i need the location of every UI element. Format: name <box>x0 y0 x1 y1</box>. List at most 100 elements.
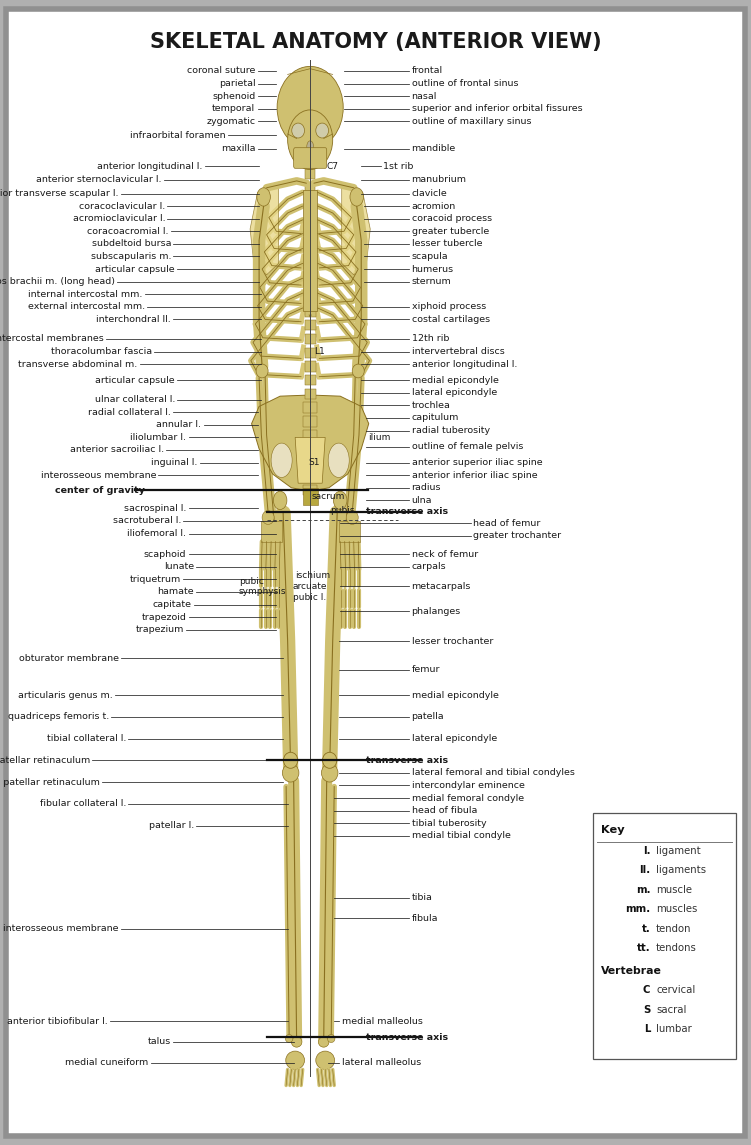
Text: biceps brachii m. (long head): biceps brachii m. (long head) <box>0 277 115 286</box>
Text: transverse axis: transverse axis <box>366 756 448 765</box>
Text: articular capsule: articular capsule <box>95 376 175 385</box>
Text: costal cartilages: costal cartilages <box>412 315 490 324</box>
Text: anterior longitudinal l.: anterior longitudinal l. <box>98 161 203 171</box>
Text: medial epicondyle: medial epicondyle <box>412 376 499 385</box>
Ellipse shape <box>315 123 329 137</box>
Text: tendon: tendon <box>656 924 692 933</box>
Text: articularis genus m.: articularis genus m. <box>18 690 113 700</box>
Text: tibia: tibia <box>412 893 433 902</box>
Text: iliofemoral l.: iliofemoral l. <box>127 529 186 538</box>
Text: sacrospinal l.: sacrospinal l. <box>124 504 186 513</box>
Polygon shape <box>342 183 370 275</box>
Bar <box>305 197 315 206</box>
Text: thoracolumbar fascia: thoracolumbar fascia <box>50 347 152 356</box>
Ellipse shape <box>288 110 333 169</box>
Text: ll.: ll. <box>639 866 650 875</box>
Bar <box>305 319 315 330</box>
Text: manubrium: manubrium <box>412 175 466 184</box>
Text: lesser trochanter: lesser trochanter <box>412 637 493 646</box>
Text: tibial collateral l.: tibial collateral l. <box>47 734 126 743</box>
Text: outline of maxillary sinus: outline of maxillary sinus <box>412 117 531 126</box>
Text: center of gravity: center of gravity <box>55 485 145 495</box>
Text: muscle: muscle <box>656 885 692 894</box>
Text: greater tubercle: greater tubercle <box>412 227 489 236</box>
Text: S1: S1 <box>308 458 319 467</box>
Text: lateral femoral and tibial condyles: lateral femoral and tibial condyles <box>412 768 575 777</box>
Bar <box>305 388 315 400</box>
Text: interosseous membrane: interosseous membrane <box>3 924 119 933</box>
Ellipse shape <box>271 443 292 477</box>
Text: anterior sacroiliac l.: anterior sacroiliac l. <box>70 445 164 455</box>
Text: trochlea: trochlea <box>412 401 451 410</box>
FancyArrowPatch shape <box>309 314 311 317</box>
FancyBboxPatch shape <box>294 148 327 168</box>
Text: outline of female pelvis: outline of female pelvis <box>412 442 523 451</box>
Ellipse shape <box>285 1051 305 1069</box>
Ellipse shape <box>346 511 358 524</box>
Text: lunate: lunate <box>164 562 194 571</box>
Bar <box>305 333 315 344</box>
Bar <box>305 292 315 302</box>
Polygon shape <box>250 183 279 275</box>
FancyBboxPatch shape <box>6 9 745 1136</box>
Bar <box>303 443 317 453</box>
Text: trapezoid: trapezoid <box>141 613 186 622</box>
Text: lumbar: lumbar <box>656 1025 692 1034</box>
Bar <box>305 278 315 289</box>
Text: patella: patella <box>412 712 444 721</box>
Bar <box>303 457 317 467</box>
FancyBboxPatch shape <box>593 813 736 1059</box>
Ellipse shape <box>262 511 274 524</box>
Text: lateral patellar retinaculum: lateral patellar retinaculum <box>0 756 90 765</box>
Text: anterior superior iliac spine: anterior superior iliac spine <box>412 458 542 467</box>
Text: lateral malleolus: lateral malleolus <box>342 1058 421 1067</box>
Text: capitulum: capitulum <box>412 413 459 423</box>
Text: 1st rib: 1st rib <box>383 161 413 171</box>
Text: medial cuneiform: medial cuneiform <box>65 1058 149 1067</box>
Text: iliolumbar l.: iliolumbar l. <box>130 433 186 442</box>
Text: muscles: muscles <box>656 905 698 914</box>
Text: subscapularis m.: subscapularis m. <box>91 252 171 261</box>
Ellipse shape <box>318 1037 329 1047</box>
Bar <box>303 471 317 481</box>
Text: fibular collateral l.: fibular collateral l. <box>40 799 126 808</box>
Ellipse shape <box>283 752 297 768</box>
Bar <box>305 224 315 235</box>
Ellipse shape <box>273 491 287 510</box>
Text: ulnar collateral l.: ulnar collateral l. <box>95 395 175 404</box>
Text: intervertebral discs: intervertebral discs <box>412 347 505 356</box>
Ellipse shape <box>323 752 337 768</box>
Text: t.: t. <box>641 924 650 933</box>
Ellipse shape <box>333 491 347 510</box>
Text: radius: radius <box>412 483 441 492</box>
Text: humerus: humerus <box>412 264 454 274</box>
Text: annular l.: annular l. <box>156 420 201 429</box>
Text: coronal suture: coronal suture <box>187 66 255 76</box>
Text: transverse abdominal m.: transverse abdominal m. <box>18 360 137 369</box>
Text: transverse axis: transverse axis <box>366 507 448 516</box>
Text: l.: l. <box>643 846 650 855</box>
Text: outline of frontal sinus: outline of frontal sinus <box>412 79 518 88</box>
Text: Vertebrae: Vertebrae <box>601 966 662 976</box>
Ellipse shape <box>316 1051 335 1069</box>
Text: m.: m. <box>636 885 650 894</box>
Text: inguinal l.: inguinal l. <box>151 458 198 467</box>
Text: ischium: ischium <box>295 571 330 581</box>
Text: xiphoid process: xiphoid process <box>412 302 486 311</box>
Ellipse shape <box>277 66 343 149</box>
Text: clavicle: clavicle <box>412 189 448 198</box>
Text: radial collateral l.: radial collateral l. <box>89 408 171 417</box>
Ellipse shape <box>352 364 364 378</box>
Text: phalanges: phalanges <box>412 607 461 616</box>
Text: pubic
symphysis: pubic symphysis <box>239 577 286 595</box>
Text: sacrotuberal l.: sacrotuberal l. <box>113 516 181 526</box>
Text: obturator membrane: obturator membrane <box>19 654 119 663</box>
Text: head of fibula: head of fibula <box>412 806 477 815</box>
Text: coracoacromial l.: coracoacromial l. <box>87 227 169 236</box>
Text: tibial tuberosity: tibial tuberosity <box>412 819 486 828</box>
Polygon shape <box>295 437 325 483</box>
Bar <box>303 402 317 413</box>
Text: triquetrum: triquetrum <box>130 575 181 584</box>
Text: coracoid process: coracoid process <box>412 214 492 223</box>
Text: fibula: fibula <box>412 914 438 923</box>
